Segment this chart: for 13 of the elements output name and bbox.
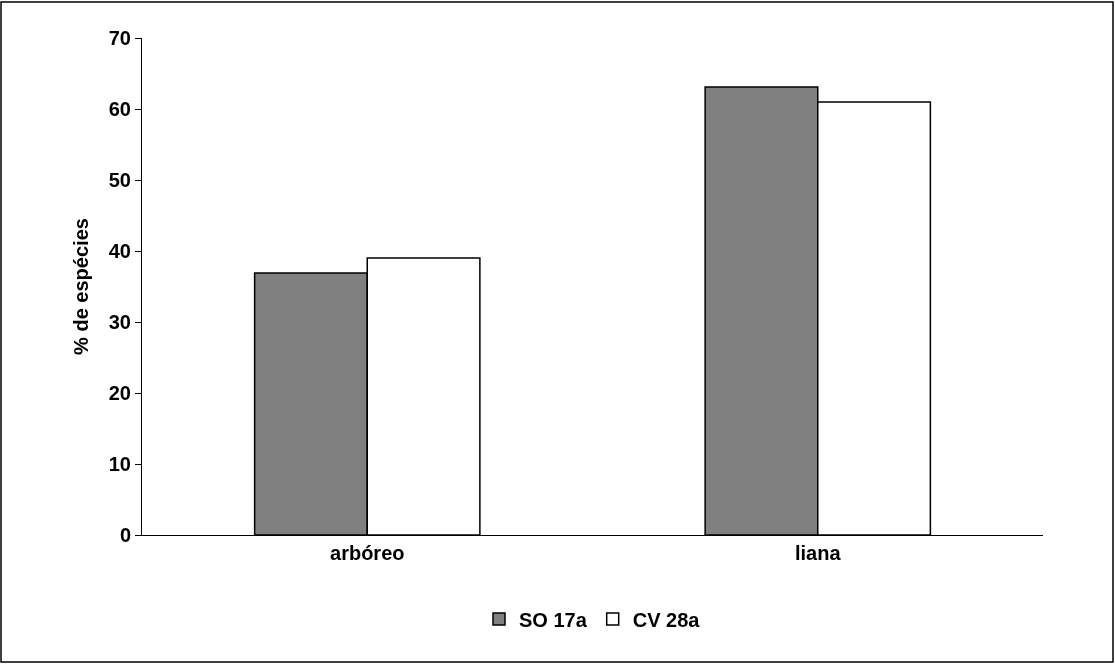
legend-label: CV 28a (632, 608, 701, 631)
y-tick-label: 0 (119, 524, 131, 546)
x-tick-label: liana (794, 542, 842, 564)
y-tick-label: 70 (108, 27, 131, 49)
y-tick-label: 10 (108, 453, 131, 475)
y-tick-label: 60 (108, 98, 131, 120)
legend-label: SO 17a (519, 608, 588, 631)
y-tick-label: 50 (108, 169, 131, 191)
y-tick-label: 20 (108, 382, 131, 404)
y-tick-label: 30 (108, 311, 131, 333)
x-tick-label: arbóreo (330, 542, 405, 564)
y-axis-title: % de espécies (70, 218, 93, 355)
y-tick-label: 40 (108, 240, 131, 262)
